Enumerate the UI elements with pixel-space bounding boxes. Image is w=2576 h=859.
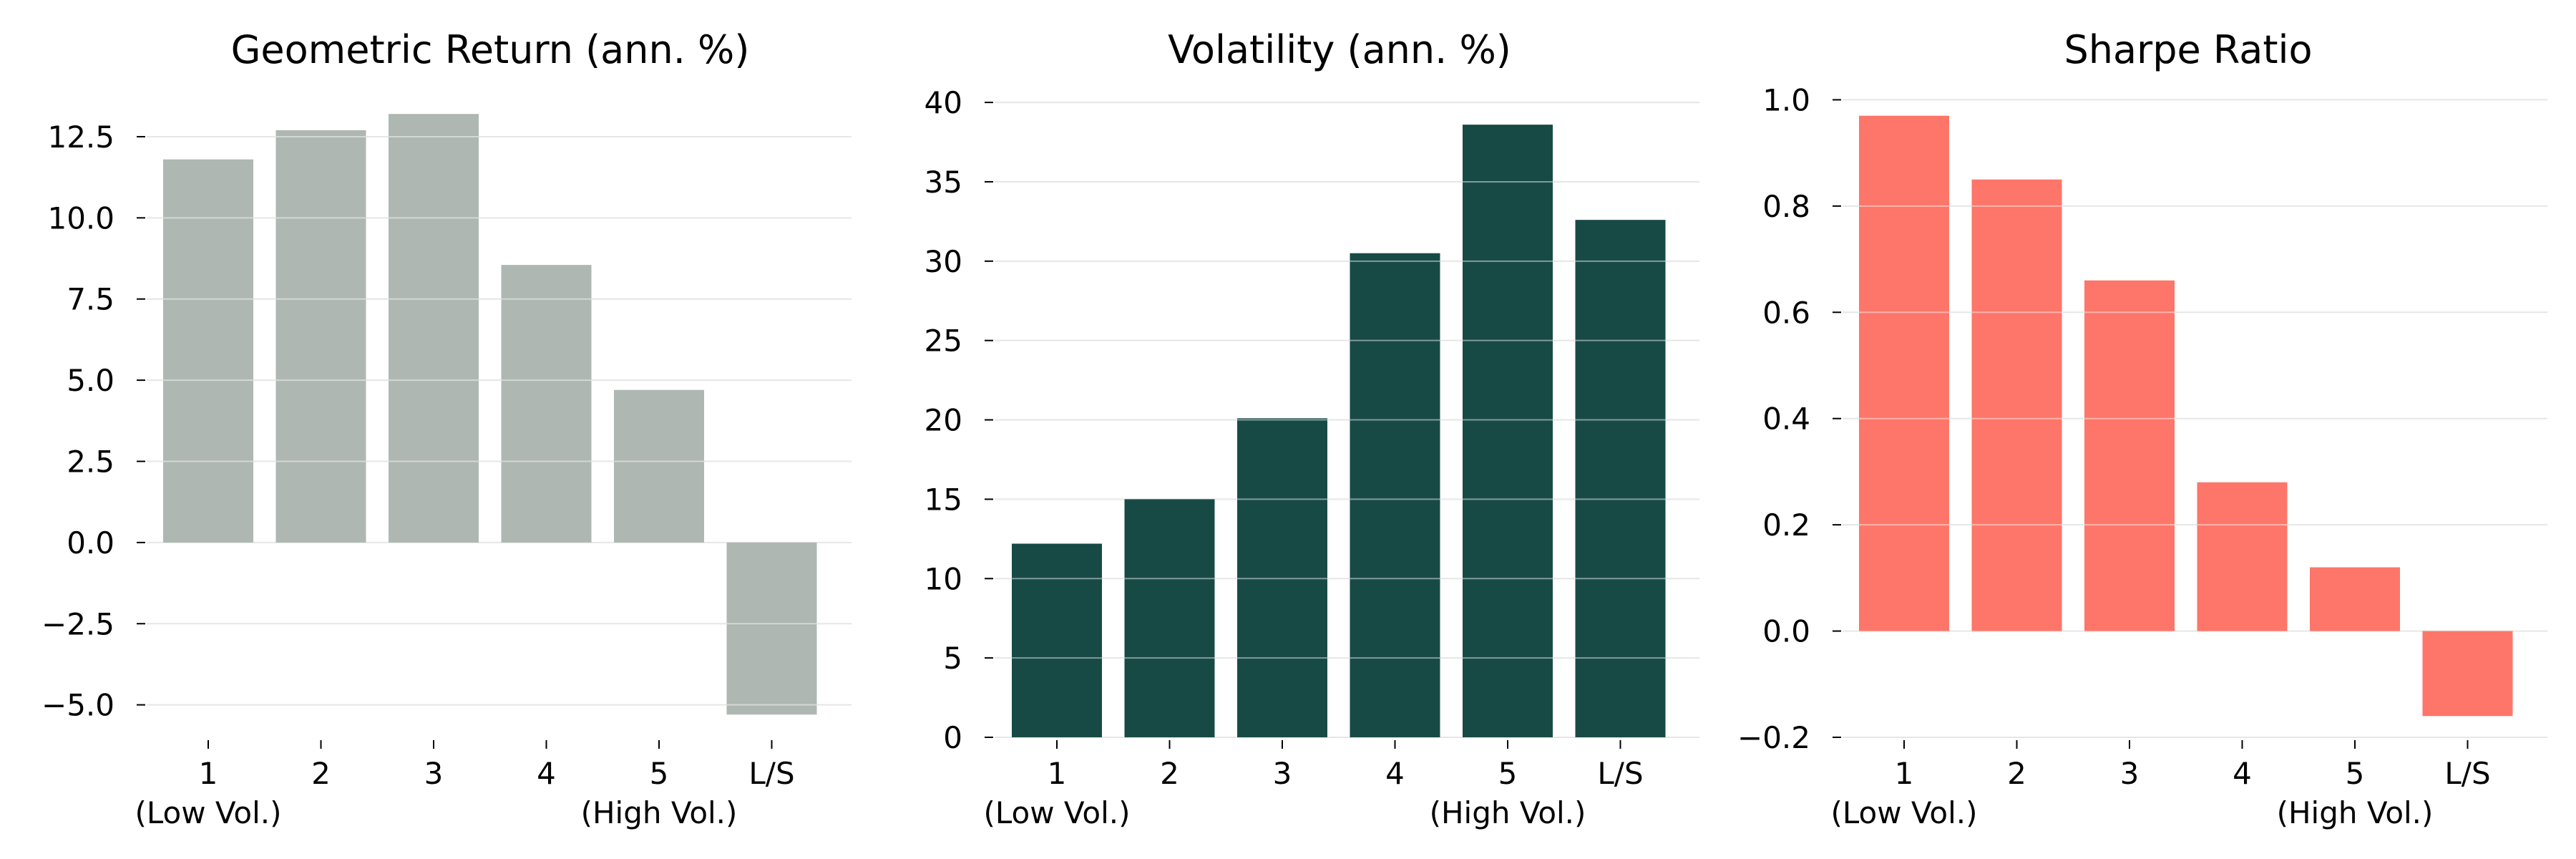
y-tick-label: 20 <box>924 403 962 438</box>
x-tick-label: 5 <box>650 756 669 791</box>
y-tick-label: −0.2 <box>1737 720 1810 755</box>
y-tick-label: 30 <box>924 244 962 279</box>
x-tick-label: 1 <box>1895 756 1914 791</box>
y-tick-label: 5.0 <box>67 363 114 398</box>
y-tick-label: 0.0 <box>67 525 114 560</box>
y-tick-label: 0.8 <box>1762 189 1810 224</box>
chart-panel-3: Sharpe Ratio −0.2 0.0 0.2 0.4 0.6 0.8 1.0 1 (Low … <box>1737 27 2547 830</box>
bar-3 <box>389 114 479 543</box>
y-tick-label: 5 <box>943 641 962 676</box>
y-tick-label: 35 <box>924 165 962 200</box>
x-tick-label: 2 <box>311 756 331 791</box>
y-tick-label: 12.5 <box>47 120 114 155</box>
x-tick-label: 1 <box>1048 756 1067 791</box>
bar-3 <box>1237 418 1327 737</box>
bar-1 <box>1859 115 1949 631</box>
x-tick-label: 3 <box>1273 756 1292 791</box>
y-tick-label: 0 <box>943 720 962 755</box>
bar-4 <box>501 265 592 543</box>
chart-title: Geometric Return (ann. %) <box>231 27 750 72</box>
x-tick-label: L/S <box>2444 756 2490 791</box>
x-tick-label: 2 <box>2007 756 2026 791</box>
y-tick-label: 2.5 <box>67 444 114 479</box>
bar-2 <box>1124 499 1215 737</box>
bar-3 <box>2084 280 2175 631</box>
x-tick-sublabel: (Low Vol.) <box>1830 795 1977 830</box>
bar-1 <box>1012 543 1102 737</box>
y-tick-label: 15 <box>924 482 962 517</box>
y-tick-label: 0.2 <box>1762 508 1810 543</box>
x-tick-label: 4 <box>2233 756 2252 791</box>
chart-title: Volatility (ann. %) <box>1168 27 1511 72</box>
y-tick-label: 0.0 <box>1762 614 1810 649</box>
x-tick-label: 2 <box>1160 756 1179 791</box>
bar-2 <box>275 130 366 543</box>
bar-L/S <box>2422 631 2513 717</box>
x-tick-sublabel: (High Vol.) <box>1430 795 1586 830</box>
y-tick-label: 7.5 <box>67 282 114 317</box>
y-tick-label: 10.0 <box>47 200 114 236</box>
x-tick-label: L/S <box>748 756 794 791</box>
y-tick-label: −5.0 <box>42 688 114 723</box>
y-tick-label: 25 <box>924 324 962 359</box>
y-tick-label: −2.5 <box>42 606 114 641</box>
x-tick-label: L/S <box>1597 756 1643 791</box>
bar-4 <box>2197 482 2288 631</box>
bar-4 <box>1350 253 1440 737</box>
bar-5 <box>2310 567 2400 631</box>
bar-L/S <box>1575 220 1666 738</box>
x-tick-label: 4 <box>537 756 556 791</box>
x-tick-sublabel: (Low Vol.) <box>983 795 1130 830</box>
y-tick-label: 0.4 <box>1762 402 1810 437</box>
chart-title: Sharpe Ratio <box>2064 27 2312 72</box>
y-tick-label: 1.0 <box>1762 82 1810 117</box>
y-tick-label: 0.6 <box>1762 295 1810 330</box>
bar-2 <box>1971 179 2062 631</box>
x-tick-sublabel: (High Vol.) <box>581 795 738 830</box>
y-tick-label: 40 <box>924 85 962 120</box>
bar-5 <box>1463 125 1553 737</box>
chart-panel-1: Geometric Return (ann. %) −5.0 −2.5 0.0 2.5 5… <box>42 27 852 830</box>
bar-1 <box>163 159 253 543</box>
x-tick-label: 5 <box>2346 756 2365 791</box>
x-tick-label: 1 <box>199 756 218 791</box>
x-tick-label: 3 <box>2120 756 2140 791</box>
x-tick-label: 4 <box>1385 756 1405 791</box>
bar-5 <box>614 389 704 543</box>
bar-L/S <box>726 542 817 715</box>
y-tick-label: 10 <box>924 561 962 596</box>
x-tick-label: 5 <box>1498 756 1518 791</box>
x-tick-label: 3 <box>424 756 444 791</box>
x-tick-sublabel: (Low Vol.) <box>135 795 281 830</box>
x-tick-sublabel: (High Vol.) <box>2277 795 2434 830</box>
chart-panel-2: Volatility (ann. %)05101520253035401(Low… <box>924 27 1699 830</box>
